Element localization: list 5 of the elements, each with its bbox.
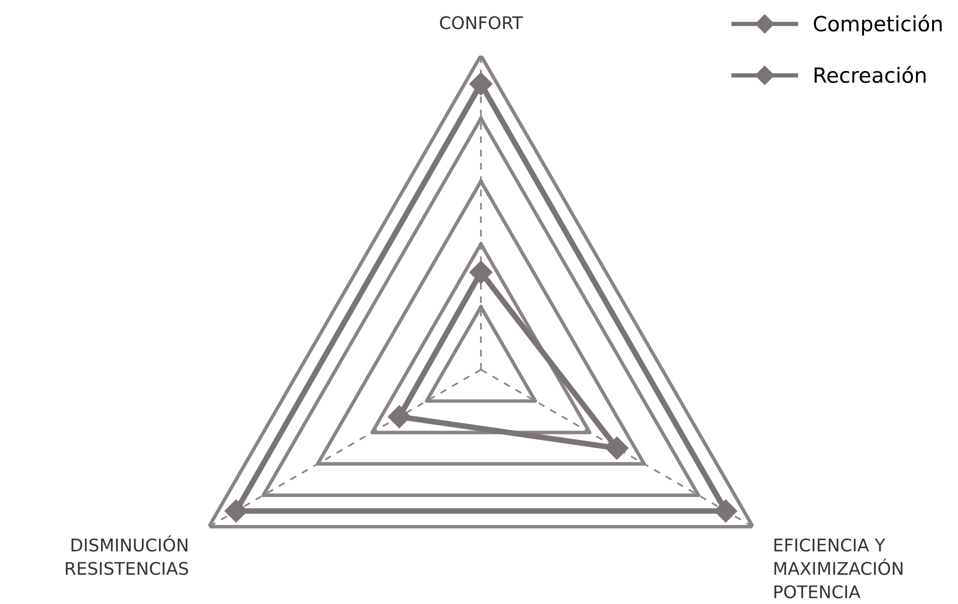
spoke-label: DISMINUCIÓN RESISTENCIAS: [66, 535, 188, 575]
spoke-label: CONFORT: [440, 16, 523, 30]
legend-label: Competición: [814, 14, 942, 36]
spoke-label: EFICIENCIA Y MAXIMIZACIÓN POTENCIA: [774, 538, 902, 598]
legend-label: Recreación: [814, 66, 926, 83]
